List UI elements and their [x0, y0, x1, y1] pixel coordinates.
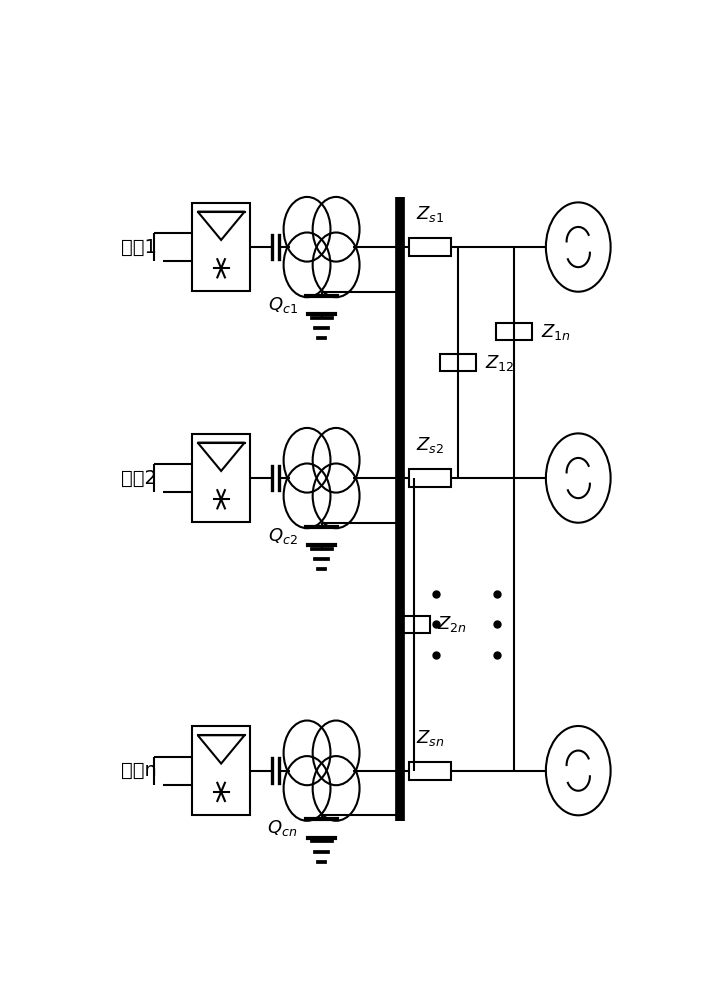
- Bar: [397, 616, 431, 633]
- Bar: [192, 726, 251, 815]
- Text: 直流1: 直流1: [121, 238, 156, 257]
- Bar: [496, 323, 532, 340]
- Text: $Z_{s2}$: $Z_{s2}$: [416, 435, 444, 455]
- Bar: [192, 434, 251, 522]
- Text: $Z_{s1}$: $Z_{s1}$: [416, 204, 444, 224]
- Text: $Q_{c2}$: $Q_{c2}$: [268, 526, 297, 546]
- Bar: [410, 469, 451, 487]
- Text: $Z_{1n}$: $Z_{1n}$: [541, 322, 570, 342]
- Bar: [192, 203, 251, 291]
- Text: $Z_{sn}$: $Z_{sn}$: [416, 728, 444, 748]
- Text: 直流n: 直流n: [121, 761, 156, 780]
- Bar: [410, 762, 451, 780]
- Text: $Z_{12}$: $Z_{12}$: [485, 353, 514, 373]
- Text: 直流2: 直流2: [121, 469, 156, 488]
- Text: $Q_{c1}$: $Q_{c1}$: [268, 295, 297, 315]
- Bar: [440, 354, 477, 371]
- Text: $Z_{2n}$: $Z_{2n}$: [437, 614, 467, 634]
- Bar: [410, 238, 451, 256]
- Text: $Q_{cn}$: $Q_{cn}$: [267, 818, 297, 838]
